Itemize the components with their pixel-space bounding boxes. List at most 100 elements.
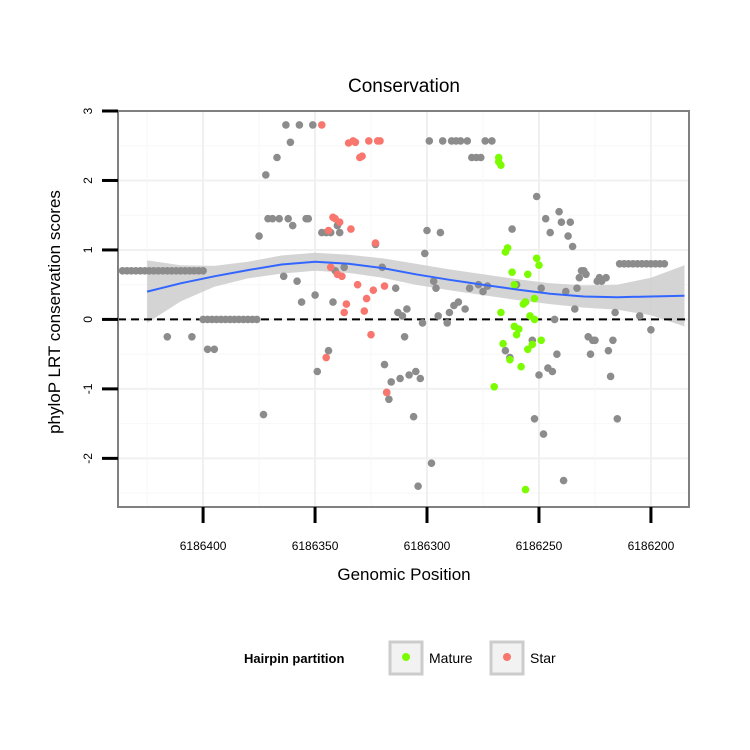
point-other xyxy=(501,346,510,355)
point-mature xyxy=(490,383,499,391)
point-other xyxy=(396,374,404,383)
point-other xyxy=(465,284,474,293)
point-other xyxy=(541,214,550,223)
x-axis-title: Genomic Position xyxy=(337,565,470,584)
point-other xyxy=(210,345,219,354)
point-other xyxy=(550,315,559,324)
point-other xyxy=(573,284,581,293)
point-star xyxy=(324,226,333,235)
point-other xyxy=(537,284,545,293)
point-other xyxy=(335,228,344,237)
point-other xyxy=(463,137,472,145)
point-other xyxy=(293,277,301,286)
point-other xyxy=(564,232,572,240)
point-star xyxy=(351,138,360,147)
legend-dot-star xyxy=(503,653,511,661)
x-axis-ticks: 6186400 6186350 6186300 6186250 6186200 xyxy=(180,507,675,553)
point-other xyxy=(425,137,434,145)
point-mature xyxy=(521,298,530,306)
point-other xyxy=(163,333,172,341)
legend-label-mature: Mature xyxy=(429,650,473,666)
point-other xyxy=(562,287,570,296)
point-other xyxy=(443,319,452,327)
point-mature xyxy=(517,362,525,371)
point-star xyxy=(322,353,331,362)
data-points xyxy=(118,121,669,494)
point-other xyxy=(311,291,319,299)
chart-title: Conservation xyxy=(348,76,460,97)
point-star xyxy=(360,307,369,315)
point-other xyxy=(188,333,196,341)
point-star xyxy=(369,286,378,295)
y-axis-title: phyloP LRT conservation scores xyxy=(45,190,64,434)
point-other xyxy=(421,249,429,258)
point-other xyxy=(602,273,610,282)
point-mature xyxy=(521,485,530,494)
y-tick-label: -2 xyxy=(81,453,95,464)
point-other xyxy=(611,308,619,317)
point-other xyxy=(613,415,622,423)
point-star xyxy=(353,280,362,289)
point-other xyxy=(309,121,317,129)
point-star xyxy=(358,152,366,160)
plot-border xyxy=(117,110,690,508)
point-other xyxy=(539,430,548,438)
y-axis-ticks: -2 -1 0 1 2 3 xyxy=(81,107,118,464)
y-tick-label: -1 xyxy=(81,383,95,394)
point-other xyxy=(255,232,263,240)
point-other xyxy=(427,459,436,468)
point-other xyxy=(532,192,541,201)
point-mature xyxy=(524,345,532,354)
legend-title: Hairpin partition xyxy=(244,651,344,666)
point-other xyxy=(288,221,297,230)
x-tick-label: 6186400 xyxy=(180,539,227,553)
point-mature xyxy=(508,268,516,277)
point-mature xyxy=(510,322,519,331)
point-star xyxy=(340,308,349,317)
point-other xyxy=(403,305,411,313)
point-other xyxy=(203,345,212,354)
point-other xyxy=(586,350,595,359)
point-other xyxy=(432,284,440,293)
point-other xyxy=(566,218,575,226)
point-star xyxy=(371,239,380,247)
point-other xyxy=(409,412,418,421)
point-other xyxy=(297,298,306,306)
point-other xyxy=(324,346,333,355)
point-other xyxy=(481,137,490,145)
point-other xyxy=(279,272,288,281)
y-tick-label: 0 xyxy=(81,316,95,323)
point-other xyxy=(423,226,431,235)
point-other xyxy=(436,228,445,237)
point-other xyxy=(400,333,409,341)
x-tick-label: 6186350 xyxy=(292,539,339,553)
point-mature xyxy=(537,336,545,345)
x-tick-label: 6186200 xyxy=(628,539,675,553)
point-other xyxy=(199,267,207,275)
point-other xyxy=(434,312,443,320)
point-mature xyxy=(494,157,503,166)
point-other xyxy=(508,225,516,233)
point-other xyxy=(555,207,563,216)
point-other xyxy=(477,153,485,162)
point-other xyxy=(273,153,281,162)
point-other xyxy=(414,482,422,491)
point-other xyxy=(488,137,496,145)
point-mature xyxy=(530,315,539,324)
point-other xyxy=(479,287,487,296)
point-star xyxy=(338,272,346,281)
point-star xyxy=(342,300,351,308)
point-star xyxy=(367,330,375,339)
point-other xyxy=(635,312,644,320)
y-tick-label: 2 xyxy=(81,177,95,184)
point-other xyxy=(275,214,284,223)
point-star xyxy=(365,137,373,145)
point-star xyxy=(335,218,344,226)
point-mature xyxy=(528,340,537,349)
point-star xyxy=(326,263,335,272)
confidence-band xyxy=(147,252,685,327)
point-mature xyxy=(530,294,539,303)
point-other xyxy=(604,346,613,355)
point-other xyxy=(606,372,615,381)
